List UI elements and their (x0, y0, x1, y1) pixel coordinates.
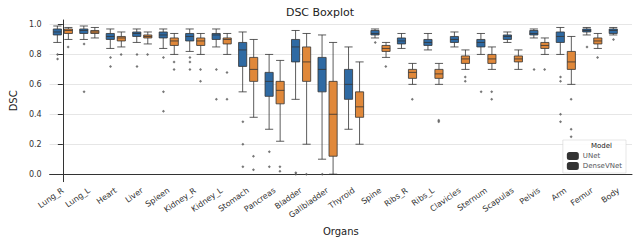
svg-text:Heart: Heart (95, 186, 118, 206)
svg-text:0.2: 0.2 (29, 140, 42, 149)
svg-text:Organs: Organs (323, 226, 359, 237)
svg-text:Spleen: Spleen (143, 186, 172, 209)
svg-text:1.0: 1.0 (29, 20, 42, 29)
svg-text:Scapulas: Scapulas (481, 186, 516, 214)
svg-text:Arm: Arm (550, 186, 569, 203)
svg-text:Lung_R: Lung_R (36, 186, 65, 210)
svg-text:UNet: UNet (583, 152, 601, 160)
svg-text:DSC Boxplot: DSC Boxplot (286, 6, 355, 19)
svg-text:Spine: Spine (360, 186, 384, 206)
svg-text:0.4: 0.4 (29, 110, 42, 119)
svg-text:Gallbladder: Gallbladder (287, 186, 331, 220)
svg-text:Clavicles: Clavicles (428, 186, 463, 214)
svg-text:Ribs_L: Ribs_L (410, 186, 436, 208)
svg-text:0.6: 0.6 (29, 80, 42, 89)
svg-text:Lung_L: Lung_L (64, 186, 93, 210)
svg-text:Pelvis: Pelvis (518, 186, 542, 206)
svg-text:DSC: DSC (8, 90, 19, 111)
svg-text:0.8: 0.8 (29, 50, 42, 59)
svg-text:Ribs_R: Ribs_R (383, 186, 410, 209)
svg-text:Liver: Liver (124, 186, 146, 205)
svg-text:Stomach: Stomach (216, 186, 251, 214)
svg-text:Sternum: Sternum (455, 186, 489, 213)
svg-text:DenseVNet: DenseVNet (583, 162, 622, 170)
svg-text:Kidney_R: Kidney_R (162, 186, 198, 215)
svg-text:Model: Model (591, 142, 612, 150)
svg-text:Femur: Femur (569, 186, 595, 208)
svg-text:Pancreas: Pancreas (243, 186, 278, 214)
svg-text:Bladder: Bladder (273, 186, 304, 212)
svg-text:Body: Body (600, 186, 622, 205)
svg-text:Kidney_L: Kidney_L (189, 186, 225, 214)
svg-text:0.0: 0.0 (29, 170, 42, 179)
svg-text:Thyroid: Thyroid (326, 186, 357, 211)
